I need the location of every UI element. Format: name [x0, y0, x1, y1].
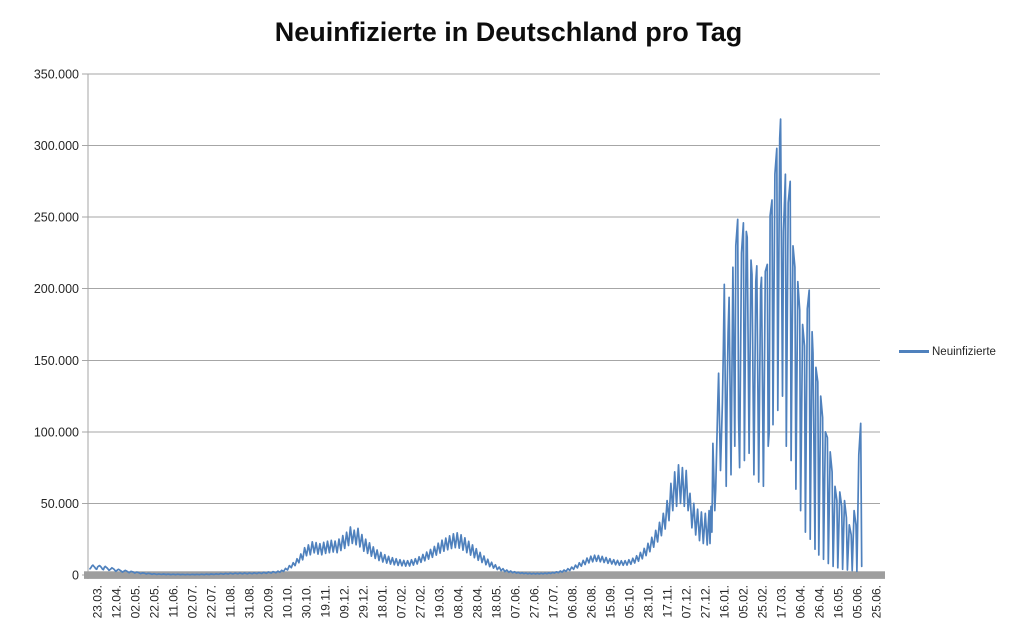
x-axis-label: 25.02. — [756, 585, 770, 618]
x-axis-label: 23.03. — [91, 585, 105, 618]
y-axis-label: 0 — [72, 569, 79, 583]
x-axis-label: 08.04. — [452, 585, 466, 618]
x-axis-label: 17.11. — [661, 585, 675, 617]
x-axis-label: 25.06. — [870, 585, 884, 618]
x-axis-label: 27.06. — [528, 585, 542, 618]
x-axis-label: 05.10. — [623, 585, 637, 618]
x-axis-label: 07.02. — [395, 585, 409, 618]
x-axis-label: 19.11. — [319, 585, 333, 617]
legend: Neuinfizierte — [899, 344, 996, 359]
x-axis-label: 26.08. — [585, 585, 599, 618]
x-axis-label: 28.04. — [471, 585, 485, 618]
y-axis-label: 350.000 — [34, 68, 79, 82]
y-axis-label: 150.000 — [34, 354, 79, 368]
y-axis-label: 250.000 — [34, 211, 79, 225]
x-axis-label: 17.03. — [775, 585, 789, 618]
x-axis-label: 29.12. — [357, 585, 371, 618]
x-axis-label: 30.10. — [300, 585, 314, 618]
x-axis-label: 09.12. — [338, 585, 352, 618]
x-axis-label: 07.06. — [509, 585, 523, 618]
legend-line-swatch — [899, 350, 929, 353]
y-axis-label: 300.000 — [34, 139, 79, 153]
x-axis-label: 11.06. — [167, 585, 181, 617]
x-axis-label: 06.08. — [566, 585, 580, 618]
x-axis-label: 27.12. — [699, 585, 713, 618]
x-axis-label: 02.05. — [129, 585, 143, 618]
x-axis-label: 05.02. — [737, 585, 751, 618]
x-axis-label: 22.05. — [148, 585, 162, 618]
x-axis-label: 16.01. — [718, 585, 732, 618]
x-axis-label: 26.04. — [813, 585, 827, 618]
x-axis-label: 27.02. — [414, 585, 428, 618]
x-axis-label: 11.08. — [224, 585, 238, 617]
x-axis-baseline-bar — [84, 571, 885, 579]
legend-label: Neuinfizierte — [932, 345, 996, 358]
x-axis-label: 05.06. — [851, 585, 865, 618]
y-axis-label: 200.000 — [34, 282, 79, 296]
x-axis-label: 20.09. — [262, 585, 276, 618]
chart-title: Neuinfizierte in Deutschland pro Tag — [274, 17, 743, 47]
x-axis-label: 16.05. — [832, 585, 846, 618]
x-axis-label: 07.12. — [680, 585, 694, 618]
x-axis-label: 10.10. — [281, 585, 295, 618]
series-line-neuinfizierte — [89, 118, 863, 576]
x-axis-label: 18.05. — [490, 585, 504, 618]
x-axis-label: 31.08. — [243, 585, 257, 618]
x-axis-label: 15.09. — [604, 585, 618, 618]
x-axis-label: 19.03. — [433, 585, 447, 618]
y-axis-label: 100.000 — [34, 425, 79, 439]
x-axis-label: 22.07. — [205, 585, 219, 618]
x-axis-label: 12.04. — [110, 585, 124, 618]
y-axis-label: 50.000 — [41, 497, 79, 511]
x-axis-label: 28.10. — [642, 585, 656, 618]
x-axis-label: 17.07. — [547, 585, 561, 618]
x-axis-label: 02.07. — [186, 585, 200, 618]
x-axis-label: 06.04. — [794, 585, 808, 618]
x-axis-label: 18.01. — [376, 585, 390, 618]
